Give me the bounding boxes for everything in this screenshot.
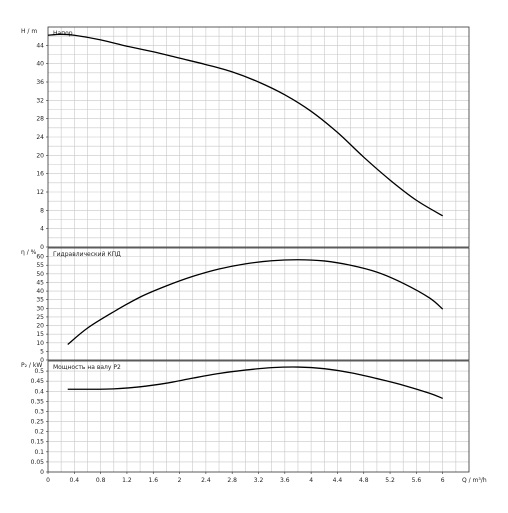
y-tick-label: 45 bbox=[36, 279, 44, 286]
y-tick-label: 4 bbox=[40, 226, 44, 233]
y-tick-label: 25 bbox=[36, 314, 44, 321]
y-axis-label: H / m bbox=[21, 28, 37, 35]
x-tick-label: 1.2 bbox=[122, 477, 132, 484]
x-tick-label: 3.6 bbox=[280, 477, 290, 484]
y-tick-label: 0.35 bbox=[31, 398, 45, 405]
y-tick-label: 8 bbox=[40, 207, 44, 214]
series-line bbox=[47, 33, 444, 217]
series-line bbox=[67, 259, 444, 345]
y-tick-label: 36 bbox=[36, 79, 44, 86]
x-tick-label: 3.2 bbox=[254, 477, 264, 484]
panel-title: Гидравлический КПД bbox=[53, 251, 121, 258]
panel-1: 0 4 8 12 16 20 24 28 32 36 40 44 H / m Напор bbox=[21, 26, 470, 251]
x-tick-label: 5.2 bbox=[385, 477, 395, 484]
y-tick-label: 0.2 bbox=[34, 429, 44, 436]
y-tick-label: 50 bbox=[36, 271, 44, 278]
y-tick-label: 20 bbox=[36, 323, 44, 330]
x-tick-label: 2.4 bbox=[201, 477, 211, 484]
y-axis-label: P₂ / kW bbox=[21, 362, 42, 369]
x-tick-label: 4.8 bbox=[359, 477, 369, 484]
y-tick-label: 40 bbox=[36, 288, 44, 295]
x-tick-label: 1.6 bbox=[148, 477, 158, 484]
panel-title: Напор bbox=[53, 30, 73, 37]
y-tick-label: 16 bbox=[36, 171, 44, 178]
y-tick-label: 20 bbox=[36, 152, 44, 159]
x-tick-label: 2 bbox=[178, 477, 182, 484]
x-tick-label: 4.4 bbox=[333, 477, 343, 484]
y-tick-label: 0.25 bbox=[31, 419, 45, 426]
x-tick-label: 0 bbox=[46, 477, 50, 484]
panel-title: Мощность на валу P2 bbox=[53, 364, 121, 371]
x-tick-label: 4 bbox=[309, 477, 313, 484]
panel-frame bbox=[47, 247, 470, 361]
y-tick-label: 12 bbox=[36, 189, 44, 196]
y-tick-label: 55 bbox=[36, 262, 44, 269]
y-tick-label: 0 bbox=[40, 244, 44, 251]
y-tick-label: 10 bbox=[36, 340, 44, 347]
x-axis-label: Q / m³/h bbox=[462, 477, 487, 484]
y-tick-label: 40 bbox=[36, 61, 44, 68]
y-tick-label: 32 bbox=[36, 97, 44, 104]
x-tick-label: 5.6 bbox=[412, 477, 422, 484]
x-tick-label: 0.8 bbox=[96, 477, 106, 484]
y-axis-label: η / % bbox=[21, 249, 37, 256]
x-tick-label: 2.8 bbox=[227, 477, 237, 484]
y-tick-label: 0 bbox=[40, 357, 44, 364]
y-tick-label: 0.4 bbox=[34, 388, 44, 395]
panel-3: 0 0.05 0.1 0.15 0.2 0.25 0.3 0.35 0.4 0.45 0.5P₂ /… bbox=[21, 360, 487, 484]
y-tick-label: 44 bbox=[36, 42, 44, 49]
y-tick-label: 5 bbox=[40, 348, 44, 355]
y-tick-label: 15 bbox=[36, 331, 44, 338]
y-tick-label: 0.1 bbox=[34, 449, 44, 456]
y-tick-label: 0 bbox=[40, 469, 44, 476]
series-line bbox=[67, 366, 443, 399]
y-tick-label: 0.5 bbox=[34, 368, 44, 375]
y-tick-label: 35 bbox=[36, 297, 44, 304]
y-tick-label: 0.15 bbox=[31, 439, 45, 446]
x-tick-label: 0.4 bbox=[70, 477, 80, 484]
y-tick-label: 30 bbox=[36, 305, 44, 312]
y-tick-label: 60 bbox=[36, 254, 44, 261]
x-tick-label: 6 bbox=[441, 477, 445, 484]
y-tick-label: 28 bbox=[36, 116, 44, 123]
y-tick-label: 0.45 bbox=[31, 378, 45, 385]
y-tick-label: 0.05 bbox=[31, 459, 45, 466]
y-tick-label: 0.3 bbox=[34, 408, 44, 415]
y-tick-label: 24 bbox=[36, 134, 44, 141]
